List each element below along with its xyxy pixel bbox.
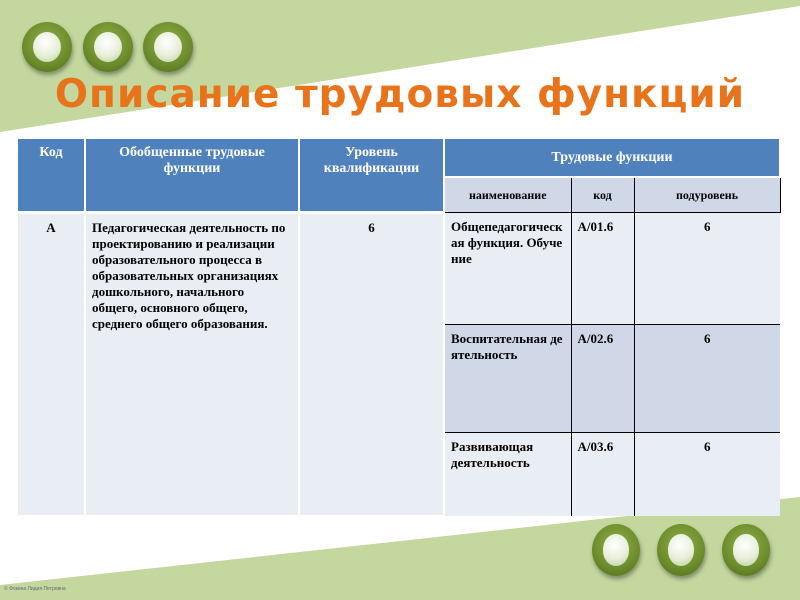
function-code: А/03.6 (570, 432, 634, 516)
top-green-band (0, 0, 800, 132)
decorative-circle-button (657, 524, 705, 576)
decorative-circle-button (22, 22, 72, 72)
table-row: Развивающая деятельность А/03.6 6 (17, 432, 780, 516)
function-code: А/01.6 (570, 212, 634, 325)
function-code: А/02.6 (570, 324, 634, 433)
decorative-circle-button (722, 524, 770, 576)
function-name: Общепедагогическая функция. Обучение (443, 212, 571, 325)
table-row: А Педагогическая деятельность по проекти… (16, 211, 780, 517)
subheader-code: код (570, 176, 635, 213)
header-code: Код (16, 137, 86, 214)
function-name: Развивающая деятельность (443, 432, 571, 516)
table-row: Воспитательная деятельность А/02.6 6 (17, 324, 780, 433)
header-level: Уровень квалификации (298, 137, 445, 214)
subheader-sublevel: подуровень (633, 176, 781, 213)
general-level: 6 (298, 211, 445, 517)
subheader-name: наименование (443, 176, 572, 213)
labor-functions-table: Код Обобщенные трудовые функции Уровень … (16, 137, 781, 517)
general-name: Педагогическая деятельность по проектиро… (84, 211, 300, 517)
decorative-circle-button (143, 22, 193, 72)
header-generalized: Обобщенные трудовые функции (84, 137, 300, 214)
general-code: А (16, 211, 86, 517)
function-sublevel: 6 (633, 324, 780, 433)
decorative-circle-button (83, 22, 133, 72)
function-sublevel: 6 (633, 212, 780, 325)
function-name: Воспитательная деятельность (443, 324, 571, 433)
decorative-circle-button (592, 524, 640, 576)
slide-title: Описание трудовых функций (54, 72, 746, 117)
copyright-footer: © Фокина Лидия Петровна (4, 586, 66, 592)
header-functions: Трудовые функции (443, 137, 781, 178)
function-sublevel: 6 (633, 432, 780, 516)
bottom-green-band (0, 497, 800, 600)
